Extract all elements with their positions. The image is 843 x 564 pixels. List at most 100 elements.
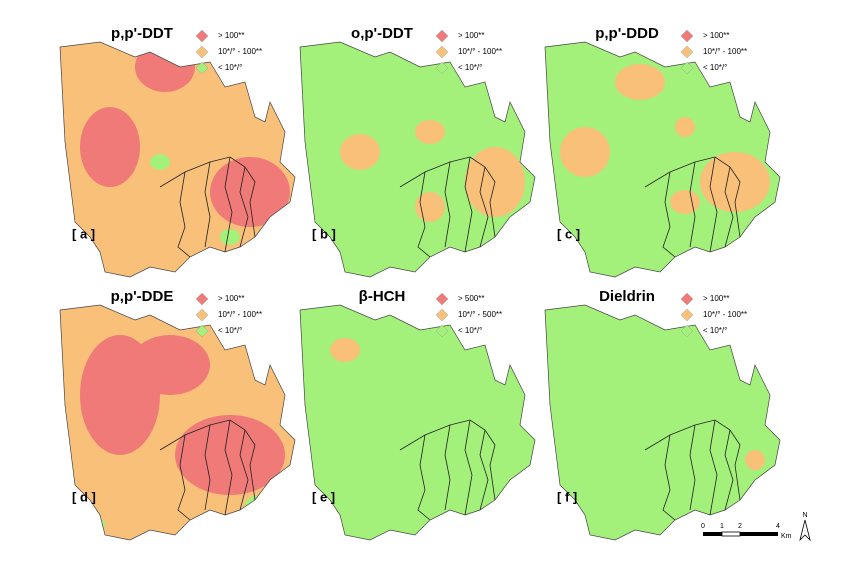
legend-label: 10*/° - 100** (218, 310, 262, 319)
legend-swatch (680, 292, 694, 306)
district-boundary (417, 171, 431, 258)
panel-title: Dieldrin (599, 288, 655, 305)
district-boundary (239, 166, 249, 248)
concentration-zone (670, 190, 700, 214)
panel-title: p,p'-DDT (111, 25, 173, 42)
concentration-zone (560, 127, 610, 177)
concentration-zone (135, 42, 195, 92)
legend-label: < 10*/° (703, 63, 727, 72)
legend-swatch (435, 292, 449, 306)
district-boundary (417, 434, 431, 521)
concentration-zone (175, 415, 285, 495)
legend-swatch (435, 324, 449, 338)
city-outline (544, 41, 781, 278)
map-panel: p,p'-DDT [ a ] > 100** 10*/° - 100** < 10*/° (59, 25, 296, 278)
concentration-zone (415, 120, 445, 144)
scale-unit: Km (781, 533, 792, 540)
district-boundary (399, 156, 496, 238)
legend-swatch (195, 308, 209, 322)
district-boundary (689, 161, 696, 248)
district-boundary (177, 171, 191, 258)
panel-label: [ d ] (72, 489, 96, 504)
concentration-zone (150, 154, 170, 170)
legend-label: < 10*/° (218, 326, 242, 335)
district-boundary (204, 424, 211, 511)
city-outline (299, 41, 536, 278)
legend-swatch (195, 292, 209, 306)
district-boundary (224, 419, 233, 516)
district-boundary (224, 156, 233, 253)
district-boundary (662, 171, 676, 258)
legend-label: > 100** (703, 294, 729, 303)
city-outline (59, 304, 296, 541)
concentration-zone (675, 117, 695, 137)
map-fill (300, 305, 535, 540)
map-panel: o,p'-DDT [ b ] > 100** 10*/° - 100** < 10*/° (299, 25, 536, 278)
legend-swatch (680, 324, 694, 338)
district-boundary (159, 419, 256, 501)
scale-tick-label: 1 (720, 523, 724, 530)
map-panel: β-HCH [ e ] > 500** 10*/° - 500** < 10*/° (299, 288, 536, 541)
concentration-zone (245, 495, 275, 515)
legend-swatch (435, 308, 449, 322)
district-boundary (177, 434, 191, 521)
district-boundary (399, 419, 496, 501)
map-area (545, 42, 780, 277)
map-area (545, 305, 780, 540)
district-boundary (464, 156, 473, 253)
map-area (300, 42, 535, 277)
concentration-zone (415, 192, 445, 222)
district-boundary (709, 419, 718, 516)
city-outline (544, 304, 781, 541)
district-boundary (724, 166, 734, 248)
legend-swatch (435, 45, 449, 59)
district-boundary (724, 429, 734, 511)
district-boundary (689, 424, 696, 511)
scale-tick-label: 4 (776, 523, 780, 530)
district-boundary (479, 166, 489, 248)
legend-label: < 10*/° (703, 326, 727, 335)
legend-label: 10*/° - 500** (458, 310, 502, 319)
panel-title: β-HCH (359, 288, 406, 305)
legend-label: < 10*/° (218, 63, 242, 72)
scale-bar (703, 531, 778, 537)
north-arrow: N (799, 512, 811, 542)
panel-label: [ e ] (312, 489, 335, 504)
legend-swatch (680, 308, 694, 322)
district-boundary (159, 156, 256, 238)
legend-swatch (680, 29, 694, 43)
legend-swatch (195, 324, 209, 338)
concentration-zone (220, 229, 240, 245)
legend-swatch (195, 61, 209, 75)
scale-tick-label: 0 (701, 523, 705, 530)
district-boundary (204, 161, 211, 248)
panel-title: p,p'-DDE (111, 288, 174, 305)
legend-label: 10*/° - 100** (218, 47, 262, 56)
scale-tick-label: 2 (738, 523, 742, 530)
panel-label: [ a ] (72, 226, 95, 241)
legend-label: 10*/° - 100** (458, 47, 502, 56)
legend-swatch (435, 29, 449, 43)
north-label: N (802, 512, 807, 519)
legend-swatch (435, 61, 449, 75)
legend-swatch (680, 45, 694, 59)
legend-label: 10*/° - 100** (703, 310, 747, 319)
concentration-zone (330, 338, 360, 362)
district-boundary (662, 434, 676, 521)
panel-label: [ b ] (312, 226, 336, 241)
district-boundary (444, 161, 451, 248)
legend-swatch (195, 29, 209, 43)
legend-label: > 100** (703, 31, 729, 40)
legend-label: > 100** (218, 294, 244, 303)
legend-label: < 10*/° (458, 326, 482, 335)
map-panel: p,p'-DDD [ c ] > 100** 10*/° - 100** < 10*/° (544, 25, 781, 278)
concentration-zone (745, 450, 765, 470)
legend-swatch (680, 61, 694, 75)
district-boundary (239, 429, 249, 511)
legend-label: > 500** (458, 294, 484, 303)
map-area (60, 305, 295, 540)
panel-label: [ c ] (557, 226, 580, 241)
city-outline (299, 304, 536, 541)
legend-label: < 10*/° (458, 63, 482, 72)
